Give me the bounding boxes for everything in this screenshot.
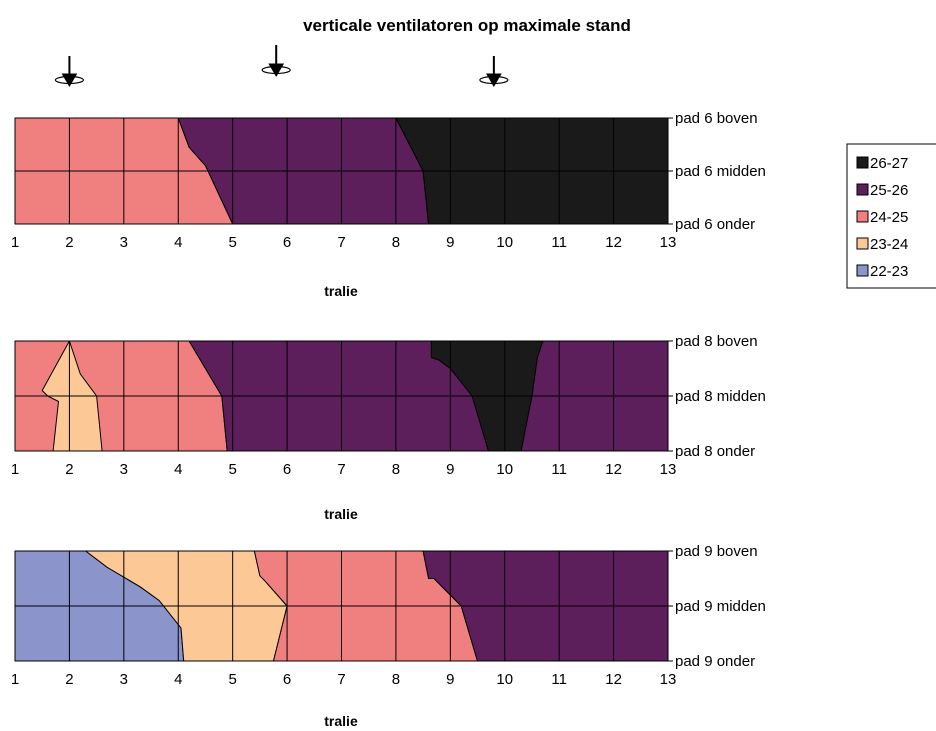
x-tick-label: 5 bbox=[228, 671, 236, 688]
x-tick-label: 10 bbox=[496, 671, 513, 688]
legend-item: 26-27 bbox=[856, 155, 908, 172]
x-tick-label: 8 bbox=[392, 234, 400, 251]
x-tick-label: 7 bbox=[337, 461, 345, 478]
x-tick-label: 6 bbox=[283, 461, 291, 478]
legend-label: 26-27 bbox=[870, 155, 908, 172]
x-tick-label: 7 bbox=[337, 234, 345, 251]
x-tick-label: 11 bbox=[551, 461, 567, 478]
fan-icon bbox=[54, 56, 85, 87]
x-tick-label: 6 bbox=[283, 671, 291, 688]
x-tick-label: 9 bbox=[446, 461, 454, 478]
x-axis-label: tralie bbox=[324, 506, 358, 522]
legend-item: 23-24 bbox=[856, 236, 908, 253]
y-level-label: pad 9 boven bbox=[675, 543, 758, 560]
x-tick-label: 4 bbox=[174, 671, 182, 688]
legend-swatch bbox=[856, 210, 869, 223]
x-tick-label: 9 bbox=[446, 234, 454, 251]
legend-label: 25-26 bbox=[870, 182, 908, 199]
x-tick-label: 12 bbox=[605, 461, 622, 478]
x-tick-label: 1 bbox=[11, 671, 19, 688]
x-tick-label: 2 bbox=[65, 671, 73, 688]
legend: 26-27 25-26 24-25 23-24 22-23 bbox=[846, 143, 936, 289]
x-tick-label: 3 bbox=[120, 461, 128, 478]
legend-item: 25-26 bbox=[856, 182, 908, 199]
y-level-label: pad 8 midden bbox=[675, 388, 766, 405]
x-axis-label: tralie bbox=[324, 713, 358, 729]
x-tick-label: 3 bbox=[120, 671, 128, 688]
fan-icon bbox=[261, 45, 291, 77]
chart-title: verticale ventilatoren op maximale stand bbox=[303, 16, 631, 35]
x-tick-label: 2 bbox=[65, 234, 73, 251]
legend-item: 24-25 bbox=[856, 209, 908, 226]
x-tick-label: 12 bbox=[605, 671, 622, 688]
x-tick-label: 3 bbox=[120, 234, 128, 251]
fans-layer bbox=[54, 45, 509, 87]
x-tick-label: 12 bbox=[605, 234, 622, 251]
x-tick-label: 13 bbox=[660, 671, 677, 688]
legend-item: 22-23 bbox=[856, 263, 908, 280]
y-level-label: pad 9 midden bbox=[675, 598, 766, 615]
x-tick-label: 6 bbox=[283, 234, 291, 251]
x-tick-label: 10 bbox=[496, 234, 513, 251]
y-level-label: pad 8 boven bbox=[675, 333, 758, 350]
x-tick-label: 4 bbox=[174, 461, 182, 478]
x-tick-label: 10 bbox=[496, 461, 513, 478]
x-tick-label: 11 bbox=[551, 671, 567, 688]
x-tick-label: 5 bbox=[228, 234, 236, 251]
y-level-label: pad 9 onder bbox=[675, 653, 755, 670]
legend-swatch bbox=[856, 183, 869, 196]
x-tick-label: 13 bbox=[660, 461, 677, 478]
legend-label: 23-24 bbox=[870, 236, 908, 253]
y-level-label: pad 8 onder bbox=[675, 443, 755, 460]
x-tick-label: 1 bbox=[11, 461, 19, 478]
legend-swatch bbox=[856, 237, 869, 250]
legend-label: 22-23 bbox=[870, 263, 908, 280]
x-tick-label: 4 bbox=[174, 234, 182, 251]
x-tick-label: 5 bbox=[228, 461, 236, 478]
x-axis-label: tralie bbox=[324, 283, 358, 299]
legend-swatch bbox=[856, 156, 869, 169]
legend-label: 24-25 bbox=[870, 209, 908, 226]
fan-icon bbox=[479, 56, 509, 87]
y-level-label: pad 6 onder bbox=[675, 216, 755, 233]
x-tick-label: 11 bbox=[551, 234, 567, 251]
x-tick-label: 9 bbox=[446, 671, 454, 688]
x-tick-label: 8 bbox=[392, 461, 400, 478]
x-tick-label: 8 bbox=[392, 671, 400, 688]
x-tick-label: 13 bbox=[660, 234, 677, 251]
x-tick-label: 7 bbox=[337, 671, 345, 688]
legend-swatch bbox=[856, 264, 869, 277]
x-tick-label: 1 bbox=[11, 234, 19, 251]
x-tick-label: 2 bbox=[65, 461, 73, 478]
y-level-label: pad 6 midden bbox=[675, 163, 766, 180]
y-level-label: pad 6 boven bbox=[675, 110, 758, 127]
